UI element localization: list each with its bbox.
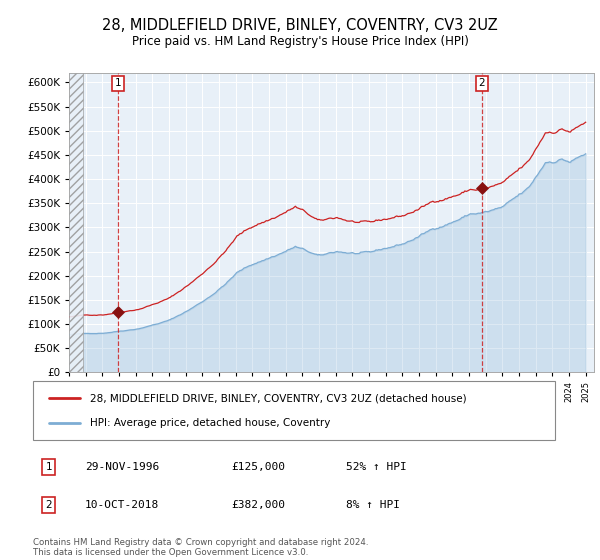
Text: Price paid vs. HM Land Registry's House Price Index (HPI): Price paid vs. HM Land Registry's House … <box>131 35 469 49</box>
Text: 2: 2 <box>479 78 485 88</box>
Text: 52% ↑ HPI: 52% ↑ HPI <box>346 461 407 472</box>
Text: 2: 2 <box>46 500 52 510</box>
Text: 10-OCT-2018: 10-OCT-2018 <box>85 500 160 510</box>
Text: 1: 1 <box>46 461 52 472</box>
Text: £125,000: £125,000 <box>232 461 286 472</box>
Bar <box>69 73 83 372</box>
Text: £382,000: £382,000 <box>232 500 286 510</box>
Text: 29-NOV-1996: 29-NOV-1996 <box>85 461 160 472</box>
Text: 8% ↑ HPI: 8% ↑ HPI <box>346 500 400 510</box>
Text: 1: 1 <box>115 78 121 88</box>
FancyBboxPatch shape <box>33 381 555 440</box>
Text: Contains HM Land Registry data © Crown copyright and database right 2024.
This d: Contains HM Land Registry data © Crown c… <box>33 538 368 557</box>
Text: 28, MIDDLEFIELD DRIVE, BINLEY, COVENTRY, CV3 2UZ: 28, MIDDLEFIELD DRIVE, BINLEY, COVENTRY,… <box>102 18 498 32</box>
Text: HPI: Average price, detached house, Coventry: HPI: Average price, detached house, Cove… <box>91 418 331 428</box>
Text: 28, MIDDLEFIELD DRIVE, BINLEY, COVENTRY, CV3 2UZ (detached house): 28, MIDDLEFIELD DRIVE, BINLEY, COVENTRY,… <box>91 394 467 403</box>
